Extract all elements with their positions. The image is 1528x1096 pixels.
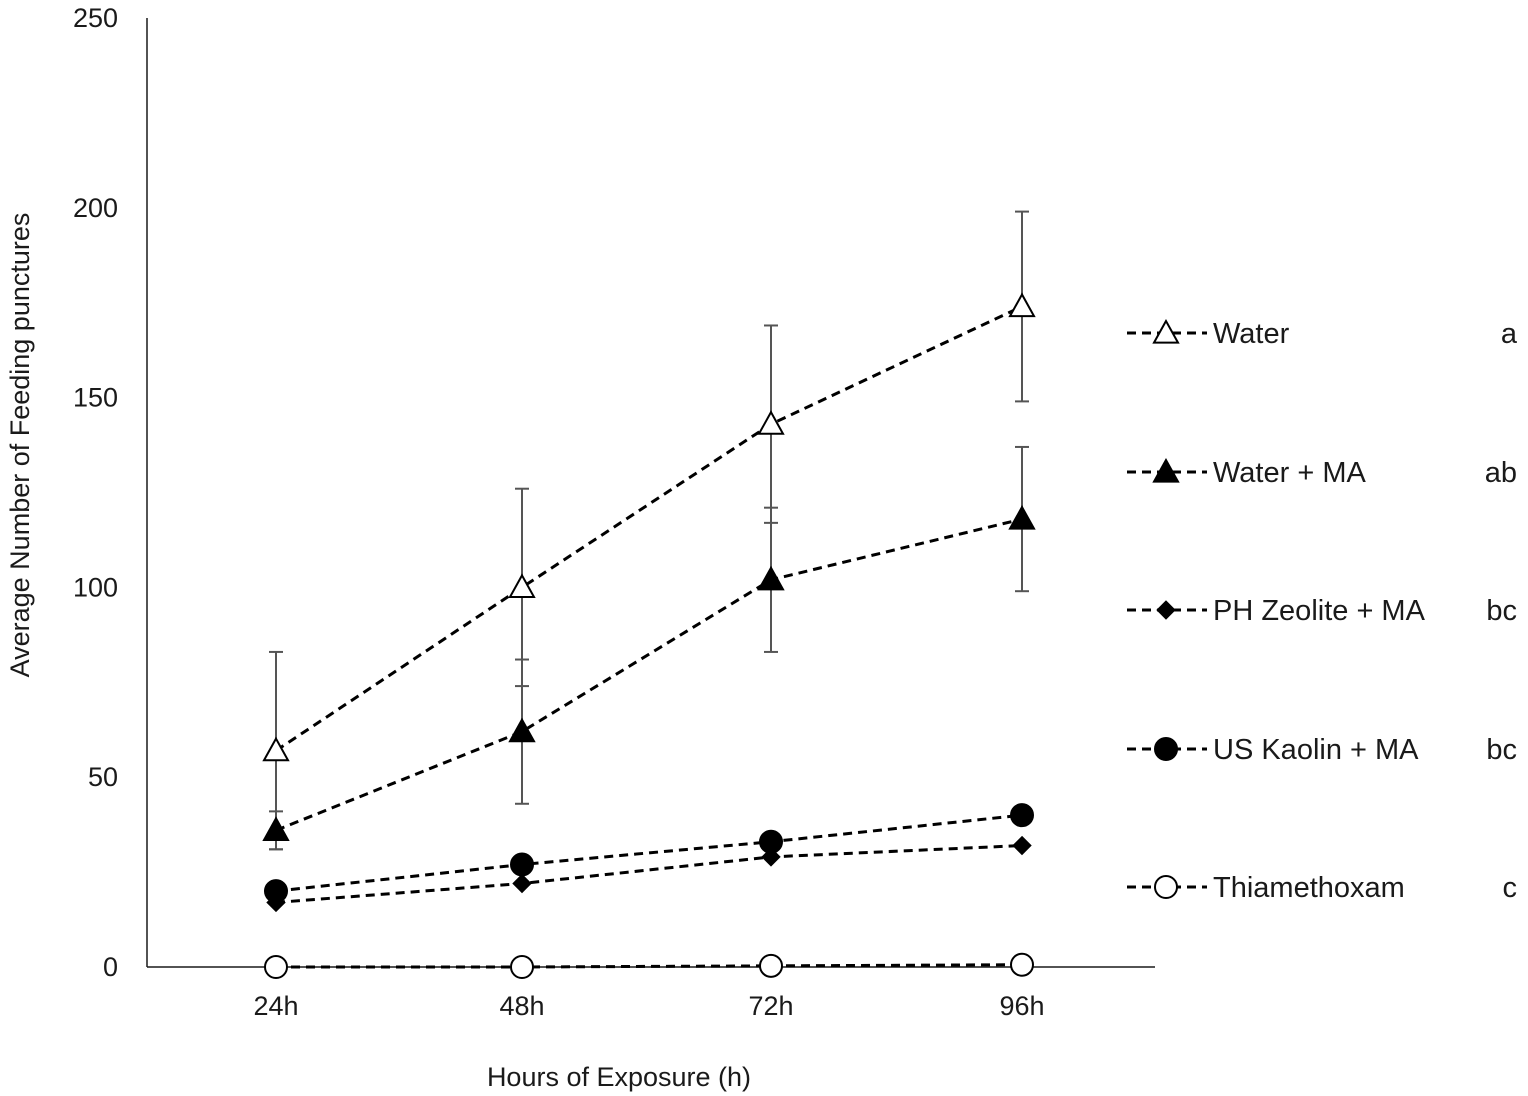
error-bars	[269, 210, 1029, 851]
legend-item: Thiamethoxam c	[1127, 872, 1517, 904]
series-line	[275, 517, 1023, 832]
y-axis-title: Average Number of Feeding punctures	[5, 213, 35, 678]
series-line	[275, 305, 1023, 752]
y-tick-label: 0	[103, 952, 118, 982]
data-point	[262, 816, 290, 841]
series-line	[276, 963, 1023, 969]
legend-label: Thiamethoxam	[1213, 872, 1405, 904]
legend-significance-letter: bc	[1486, 734, 1517, 766]
x-tick-label: 72h	[748, 991, 793, 1021]
legend-marker	[1156, 600, 1176, 620]
legend-marker	[1154, 875, 1178, 899]
legend-significance-letter: ab	[1485, 457, 1517, 489]
legend-marker	[1152, 457, 1180, 483]
data-point	[1012, 835, 1032, 856]
data-point	[1008, 292, 1036, 318]
axis-labels: Hours of Exposure (h) Average Number of …	[5, 213, 751, 1092]
legend-item: Water + MA ab	[1127, 457, 1517, 489]
data-point	[757, 410, 785, 435]
data-point	[508, 573, 536, 598]
data-point	[510, 955, 534, 979]
data-point	[1008, 505, 1036, 530]
legend-significance-letter: c	[1503, 872, 1518, 904]
legend-label: Water + MA	[1213, 457, 1366, 489]
legend-item: Water a	[1127, 318, 1518, 350]
x-tick-label: 24h	[253, 991, 298, 1021]
legend-significance-letter: bc	[1486, 595, 1517, 627]
data-point	[1010, 952, 1034, 977]
y-tick-label: 100	[73, 572, 118, 602]
data-point	[1010, 803, 1034, 828]
data-point	[759, 829, 783, 854]
legend-label: US Kaolin + MA	[1213, 734, 1419, 766]
y-tick-label: 200	[73, 193, 118, 223]
data-point	[757, 565, 785, 591]
data-point	[759, 953, 783, 978]
axes: 0 50 100 150 200 250 24h 48h 72h 96h	[73, 3, 1155, 1021]
series-line	[275, 813, 1023, 893]
data-point	[262, 736, 290, 762]
series-markers	[262, 292, 1036, 979]
data-point	[508, 717, 536, 743]
y-tick-label: 150	[73, 383, 118, 413]
legend-item: US Kaolin + MA bc	[1127, 734, 1517, 766]
x-tick-label: 48h	[499, 991, 544, 1021]
series-lines	[275, 305, 1023, 969]
legend-marker	[1154, 737, 1178, 761]
legend-label: PH Zeolite + MA	[1213, 595, 1426, 627]
data-point	[264, 879, 288, 904]
data-point	[510, 852, 534, 877]
data-point	[264, 955, 288, 979]
x-tick-label: 96h	[999, 991, 1044, 1021]
x-axis-title: Hours of Exposure (h)	[487, 1062, 751, 1092]
legend-marker	[1152, 318, 1180, 344]
legend-label: Water	[1213, 318, 1290, 350]
data-point	[512, 873, 532, 894]
legend-significance-letter: a	[1501, 318, 1518, 350]
y-tick-label: 50	[88, 762, 118, 792]
series-line	[275, 844, 1023, 904]
legend-item: PH Zeolite + MA bc	[1127, 595, 1517, 627]
y-tick-label: 250	[73, 3, 118, 33]
